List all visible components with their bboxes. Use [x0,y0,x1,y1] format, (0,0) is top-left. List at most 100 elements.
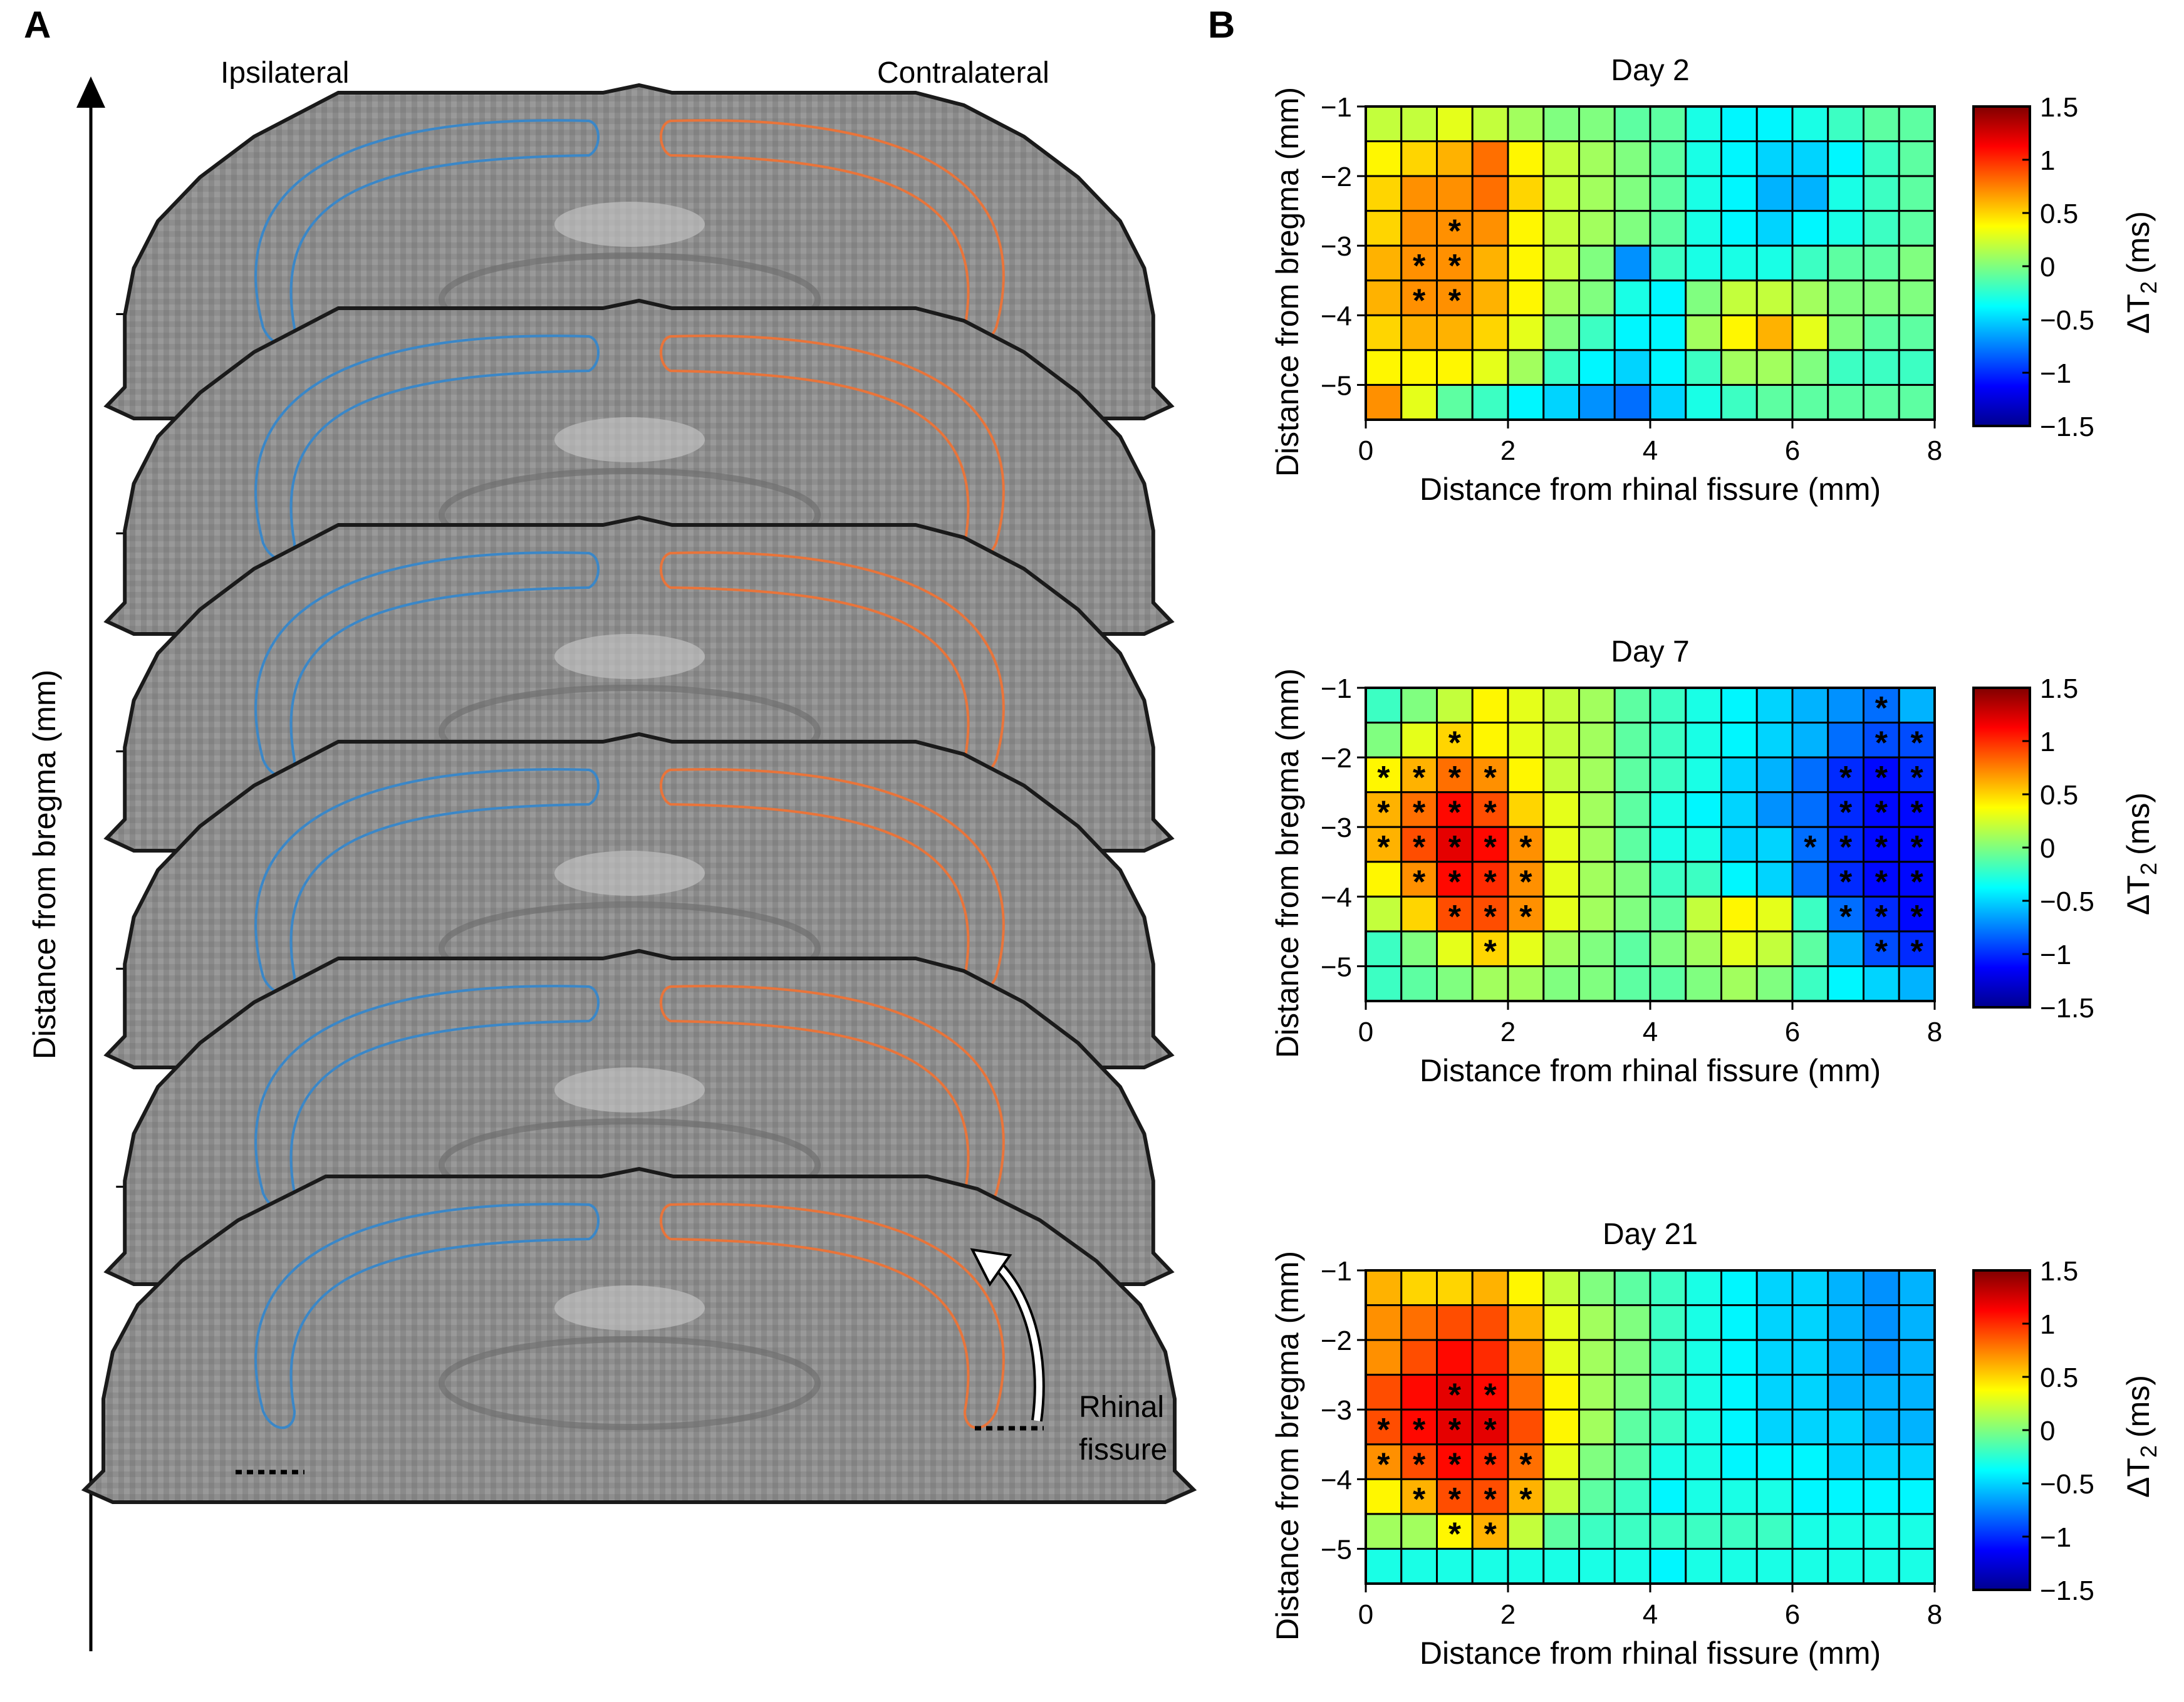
heatmap-cell [1365,1339,1403,1376]
heatmap-cell [1755,861,1794,898]
colorbar-label: ΔT2(ms) [2121,792,2161,915]
heatmap-cell [1400,105,1438,143]
heatmap-cell [1578,1304,1616,1341]
heatmap-cell [1649,244,1687,282]
significance-marker: * [1377,794,1390,831]
heatmap-cell [1542,244,1580,282]
heatmap-cell [1400,314,1438,351]
heatmap-cell [1720,349,1758,386]
heatmap-cell [1365,314,1403,351]
heatmap-cell [1436,1408,1474,1446]
heatmap-cell [1436,930,1474,967]
heatmap-cell [1578,1408,1616,1446]
x-axis-label: Distance from rhinal fissure (mm) [1420,472,1881,507]
heatmap-cell [1649,105,1687,143]
heatmap-cell [1471,244,1509,282]
significance-marker: * [1377,760,1390,796]
heatmap-cell [1400,1408,1438,1446]
heatmap-cell [1898,1478,1936,1515]
heatmap-cell [1827,210,1864,247]
heatmap-cell [1471,826,1509,863]
heatmap-cell [1755,1513,1794,1550]
rhinal-label-line1: Rhinal [1079,1391,1164,1424]
heatmap-cell [1685,756,1722,794]
heatmap-cell [1365,861,1403,898]
heatmap-panel: Day 21* ** * * ** * * * ** * * ** *−1−2−3−4−50 2 4 6 8Di… [1270,1218,2161,1671]
significance-marker: * [1448,760,1462,796]
heatmap-cell [1649,1547,1687,1585]
heatmap-cell [1400,895,1438,933]
heatmap-cell [1578,965,1616,1002]
colorbar-tick-label: 1.5 [2040,92,2078,123]
significance-marker: * [1448,248,1462,284]
heatmap-cell [1542,349,1580,386]
heatmap-cell [1436,244,1474,282]
heatmap-cell [1898,756,1936,794]
heatmap-cell [1755,1408,1794,1446]
significance-marker: * [1911,829,1924,866]
heatmap-cell [1649,895,1687,933]
heatmap-cell [1542,1304,1580,1341]
heatmap-cell [1436,175,1474,212]
heatmap-cell [1436,965,1474,1002]
heatmap-cell [1507,1408,1545,1446]
significance-marker: * [1484,829,1497,866]
heatmap-cell [1685,1339,1722,1376]
heatmap-cell [1685,140,1722,177]
heatmap-cell [1898,1513,1936,1550]
heatmap-cell [1755,687,1794,724]
heatmap-cell [1685,314,1722,351]
significance-marker: * [1413,864,1426,901]
heatmap-cell [1720,175,1758,212]
heatmap-cell [1827,930,1864,967]
significance-marker: * [1484,1447,1497,1483]
significance-marker: * [1484,1517,1497,1553]
heatmap-cell [1436,1547,1474,1585]
x-tick-label: 8 [1927,435,1942,466]
heatmap-cell [1613,105,1651,143]
significance-marker: * [1377,829,1390,866]
heatmap-cell [1613,687,1651,724]
heatmap-cell [1898,1374,1936,1411]
heatmap-cell [1542,279,1580,316]
y-axis-label: Distance from bregma (mm) [1270,87,1305,477]
heatmap-cell [1471,175,1509,212]
heatmap-cell [1365,1547,1403,1585]
heatmap-cell [1791,349,1829,386]
heatmap-cell [1578,383,1616,421]
heatmap-cell [1720,244,1758,282]
heatmap-cell [1791,722,1829,759]
heatmap-cell [1791,861,1829,898]
heatmap-cell [1863,383,1900,421]
heatmap-cell [1649,175,1687,212]
heatmap-cell [1436,895,1474,933]
significance-marker: * [1519,899,1532,935]
heatmap-cell [1720,895,1758,933]
significance-marker: * [1911,794,1924,831]
significance-marker: * [1413,829,1426,866]
heatmap-cell [1613,1408,1651,1446]
heatmap-cell [1578,1547,1616,1585]
heatmap-cell [1791,826,1829,863]
heatmap-cell [1507,895,1545,933]
brain-slices [81,83,1197,1504]
significance-marker: * [1519,1447,1532,1483]
x-tick-label: 2 [1500,1599,1516,1630]
colorbar-tick-label: 1 [2040,145,2055,176]
heatmap-cell [1400,1304,1438,1341]
heatmap-cell [1649,1443,1687,1480]
panel-a: A Ipsilateral Contralateral Distance fro… [24,4,1197,1651]
y-tick-label: −4 [1321,882,1352,913]
significance-marker: * [1448,899,1462,935]
heatmap-cell [1898,1339,1936,1376]
heatmap-cell [1685,383,1722,421]
heatmap-cell [1755,895,1794,933]
colorbar-tick-label: 0 [2040,1416,2055,1446]
slice-outline [81,1166,1197,1504]
heatmap-cell [1365,244,1403,282]
heatmap-cell [1578,1269,1616,1307]
heatmap-cell [1685,279,1722,316]
heatmap-cell [1471,1443,1509,1480]
heatmap-cell [1613,349,1651,386]
